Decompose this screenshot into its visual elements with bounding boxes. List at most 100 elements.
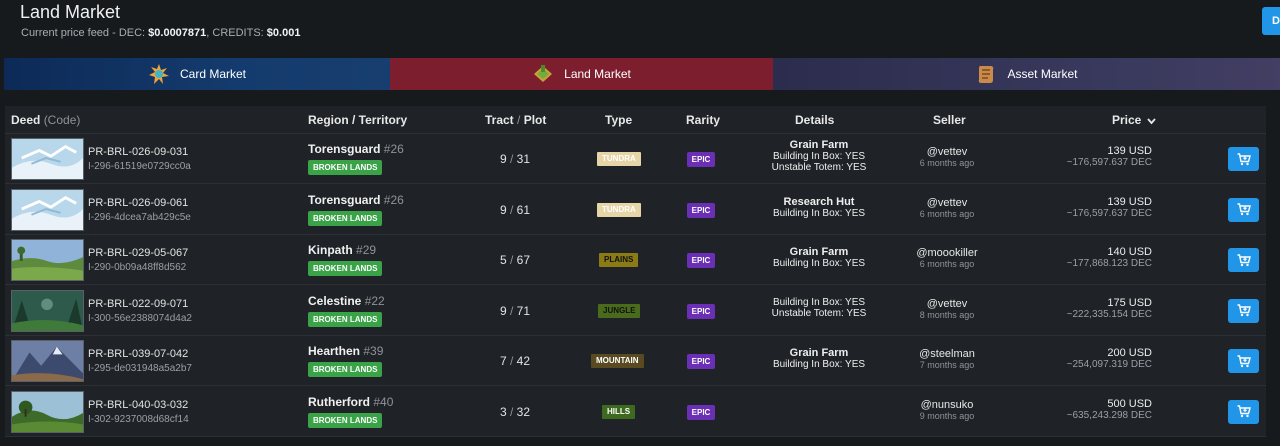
add-to-cart-icon (1237, 354, 1251, 367)
listing-time: 6 months ago (919, 259, 975, 269)
table-row[interactable]: PR-BRL-022-09-071 I-300-56e2388074d4a2 Cel… (5, 286, 1266, 336)
seller-name[interactable]: @moookiller (916, 247, 978, 259)
price-cell: 140 USD ~177,868.123 DEC (1005, 246, 1152, 269)
listing-time: 8 months ago (919, 309, 975, 320)
price-dec: ~222,335.154 DEC (1066, 308, 1152, 320)
price-usd: 200 USD (1107, 347, 1152, 359)
region-number: #39 (363, 344, 384, 358)
region-name[interactable]: Celestine #22 (308, 294, 385, 308)
tab-card-market-label: Card Market (179, 67, 247, 81)
region-label: Celestine (308, 293, 362, 308)
table-row[interactable]: PR-BRL-026-09-061 I-296-4dcea7ab429c5e Tor… (5, 185, 1266, 235)
tract-value: 7 (499, 354, 507, 368)
type-badge: PLAINS (599, 253, 639, 267)
table-row[interactable]: PR-BRL-029-05-067 I-290-0b09a48ff8d562 Kin… (5, 235, 1266, 285)
price-cell: 200 USD ~254,097.319 DEC (1005, 347, 1152, 370)
deed-id[interactable]: PR-BRL-022-09-071 (88, 297, 189, 310)
add-to-cart-button[interactable] (1228, 147, 1259, 171)
col-seller[interactable]: Seller (933, 113, 966, 127)
deed-thumbnail[interactable] (11, 340, 84, 382)
details-cell: Grain Farm Building In Box: YES Unstable T… (749, 139, 889, 173)
region-number: #26 (383, 192, 404, 207)
deed-id[interactable]: PR-BRL-040-03-032 (88, 398, 189, 411)
type-badge: HILLS (602, 404, 636, 419)
price-usd: 139 USD (1107, 195, 1152, 208)
tract-plot: 7 / 42 (475, 354, 555, 368)
table-row[interactable]: PR-BRL-026-09-031 I-296-61519e0729cc0a Tor… (5, 134, 1266, 184)
tract-plot: 3 / 32 (475, 405, 555, 419)
col-deed-code: (Code) (43, 113, 81, 127)
price-cell: 139 USD ~176,597.637 DEC (1005, 196, 1152, 219)
deed-code: I-295-de031948a5a2b7 (88, 363, 192, 374)
tract-sep: / (506, 354, 517, 368)
col-tract-plot[interactable]: Tract / Plot (485, 113, 546, 127)
seller-name[interactable]: @vettev (926, 297, 968, 310)
plot-value: 67 (516, 253, 531, 267)
table-row[interactable]: PR-BRL-040-03-032 I-302-9237008d68cf14 Rut… (5, 387, 1266, 437)
tab-asset-market-label: Asset Market (1007, 67, 1078, 81)
price-cell: 175 USD ~222,335.154 DEC (1005, 297, 1152, 320)
tab-card-market[interactable]: Card Market (4, 58, 390, 90)
table-header: Deed (Code) Region / Territory Tract / P… (5, 106, 1266, 134)
region-label: Kinpath (308, 243, 353, 257)
details-cell: Grain Farm Building In Box: YES (749, 347, 889, 370)
region-name[interactable]: Torensguard #26 (308, 193, 404, 207)
table-row[interactable]: PR-BRL-039-07-042 I-295-de031948a5a2b7 Hea… (5, 336, 1266, 386)
page-header: Land Market Current price feed - DEC: $0… (0, 0, 1280, 58)
deed-id[interactable]: PR-BRL-026-09-061 (88, 196, 189, 209)
seller-name[interactable]: @nunsuko (920, 398, 974, 411)
tab-land-market[interactable]: Land Market (390, 58, 773, 90)
region-name[interactable]: Rutherford #40 (308, 395, 393, 409)
region-name[interactable]: Kinpath #29 (308, 243, 376, 257)
details-line: Building In Box: YES (772, 359, 866, 370)
region-name[interactable]: Torensguard #26 (308, 142, 404, 156)
deed-id[interactable]: PR-BRL-039-07-042 (88, 348, 189, 360)
col-region[interactable]: Region / Territory (308, 113, 408, 127)
price-dec: ~635,243.298 DEC (1066, 409, 1152, 421)
add-to-cart-button[interactable] (1228, 248, 1259, 272)
deed-thumbnail[interactable] (11, 239, 84, 281)
col-type[interactable]: Type (605, 113, 633, 127)
add-to-cart-button[interactable] (1228, 197, 1259, 222)
col-rarity[interactable]: Rarity (686, 113, 721, 127)
add-to-cart-button[interactable] (1228, 349, 1259, 373)
deed-thumbnail[interactable] (11, 289, 84, 332)
details-cell: Building In Box: YES Unstable Totem: YES (749, 297, 889, 319)
plot-value: 61 (516, 202, 531, 217)
col-details[interactable]: Details (795, 113, 835, 127)
market-tabs: Card Market Land Market Asset Market (4, 58, 1280, 90)
deed-thumbnail[interactable] (11, 138, 84, 180)
type-badge: TUNDRA (597, 152, 641, 166)
price-feed: Current price feed - DEC: $0.0007871, CR… (21, 27, 300, 39)
deed-thumbnail[interactable] (11, 188, 84, 231)
seller-name[interactable]: @vettev (926, 196, 968, 209)
add-to-cart-button[interactable] (1228, 298, 1259, 323)
deed-code: I-296-61519e0729cc0a (88, 161, 191, 172)
seller-cell: @nunsuko 9 months ago (897, 399, 997, 421)
top-right-button[interactable]: D (1262, 7, 1280, 35)
add-to-cart-button[interactable] (1228, 399, 1259, 424)
col-deed-label: Deed (11, 113, 41, 127)
region-number: #26 (383, 142, 404, 156)
seller-cell: @steelman 7 months ago (897, 348, 997, 370)
col-price[interactable]: Price (1112, 113, 1156, 127)
listing-time: 6 months ago (919, 158, 975, 168)
rarity-badge: EPIC (687, 152, 715, 167)
col-deed[interactable]: Deed (Code) (11, 113, 80, 127)
chevron-down-icon (1147, 118, 1156, 125)
add-to-cart-icon (1237, 253, 1251, 266)
region-name[interactable]: Hearthen #39 (308, 344, 383, 358)
details-line: Building In Box: YES (772, 258, 866, 269)
deed-thumbnail[interactable] (11, 390, 84, 433)
tab-asset-market[interactable]: Asset Market (773, 58, 1280, 90)
territory-badge: BROKEN LANDS (308, 160, 383, 175)
tract-plot: 9 / 61 (475, 203, 555, 217)
listing-time: 7 months ago (919, 360, 975, 370)
seller-name[interactable]: @vettev (926, 146, 968, 158)
deed-id[interactable]: PR-BRL-026-09-031 (88, 146, 189, 158)
details-line: Building In Box: YES (772, 151, 866, 162)
deed-id[interactable]: PR-BRL-029-05-067 (88, 247, 189, 259)
price-usd: 140 USD (1107, 246, 1152, 258)
seller-cell: @vettev 6 months ago (897, 197, 997, 219)
seller-name[interactable]: @steelman (919, 348, 975, 360)
